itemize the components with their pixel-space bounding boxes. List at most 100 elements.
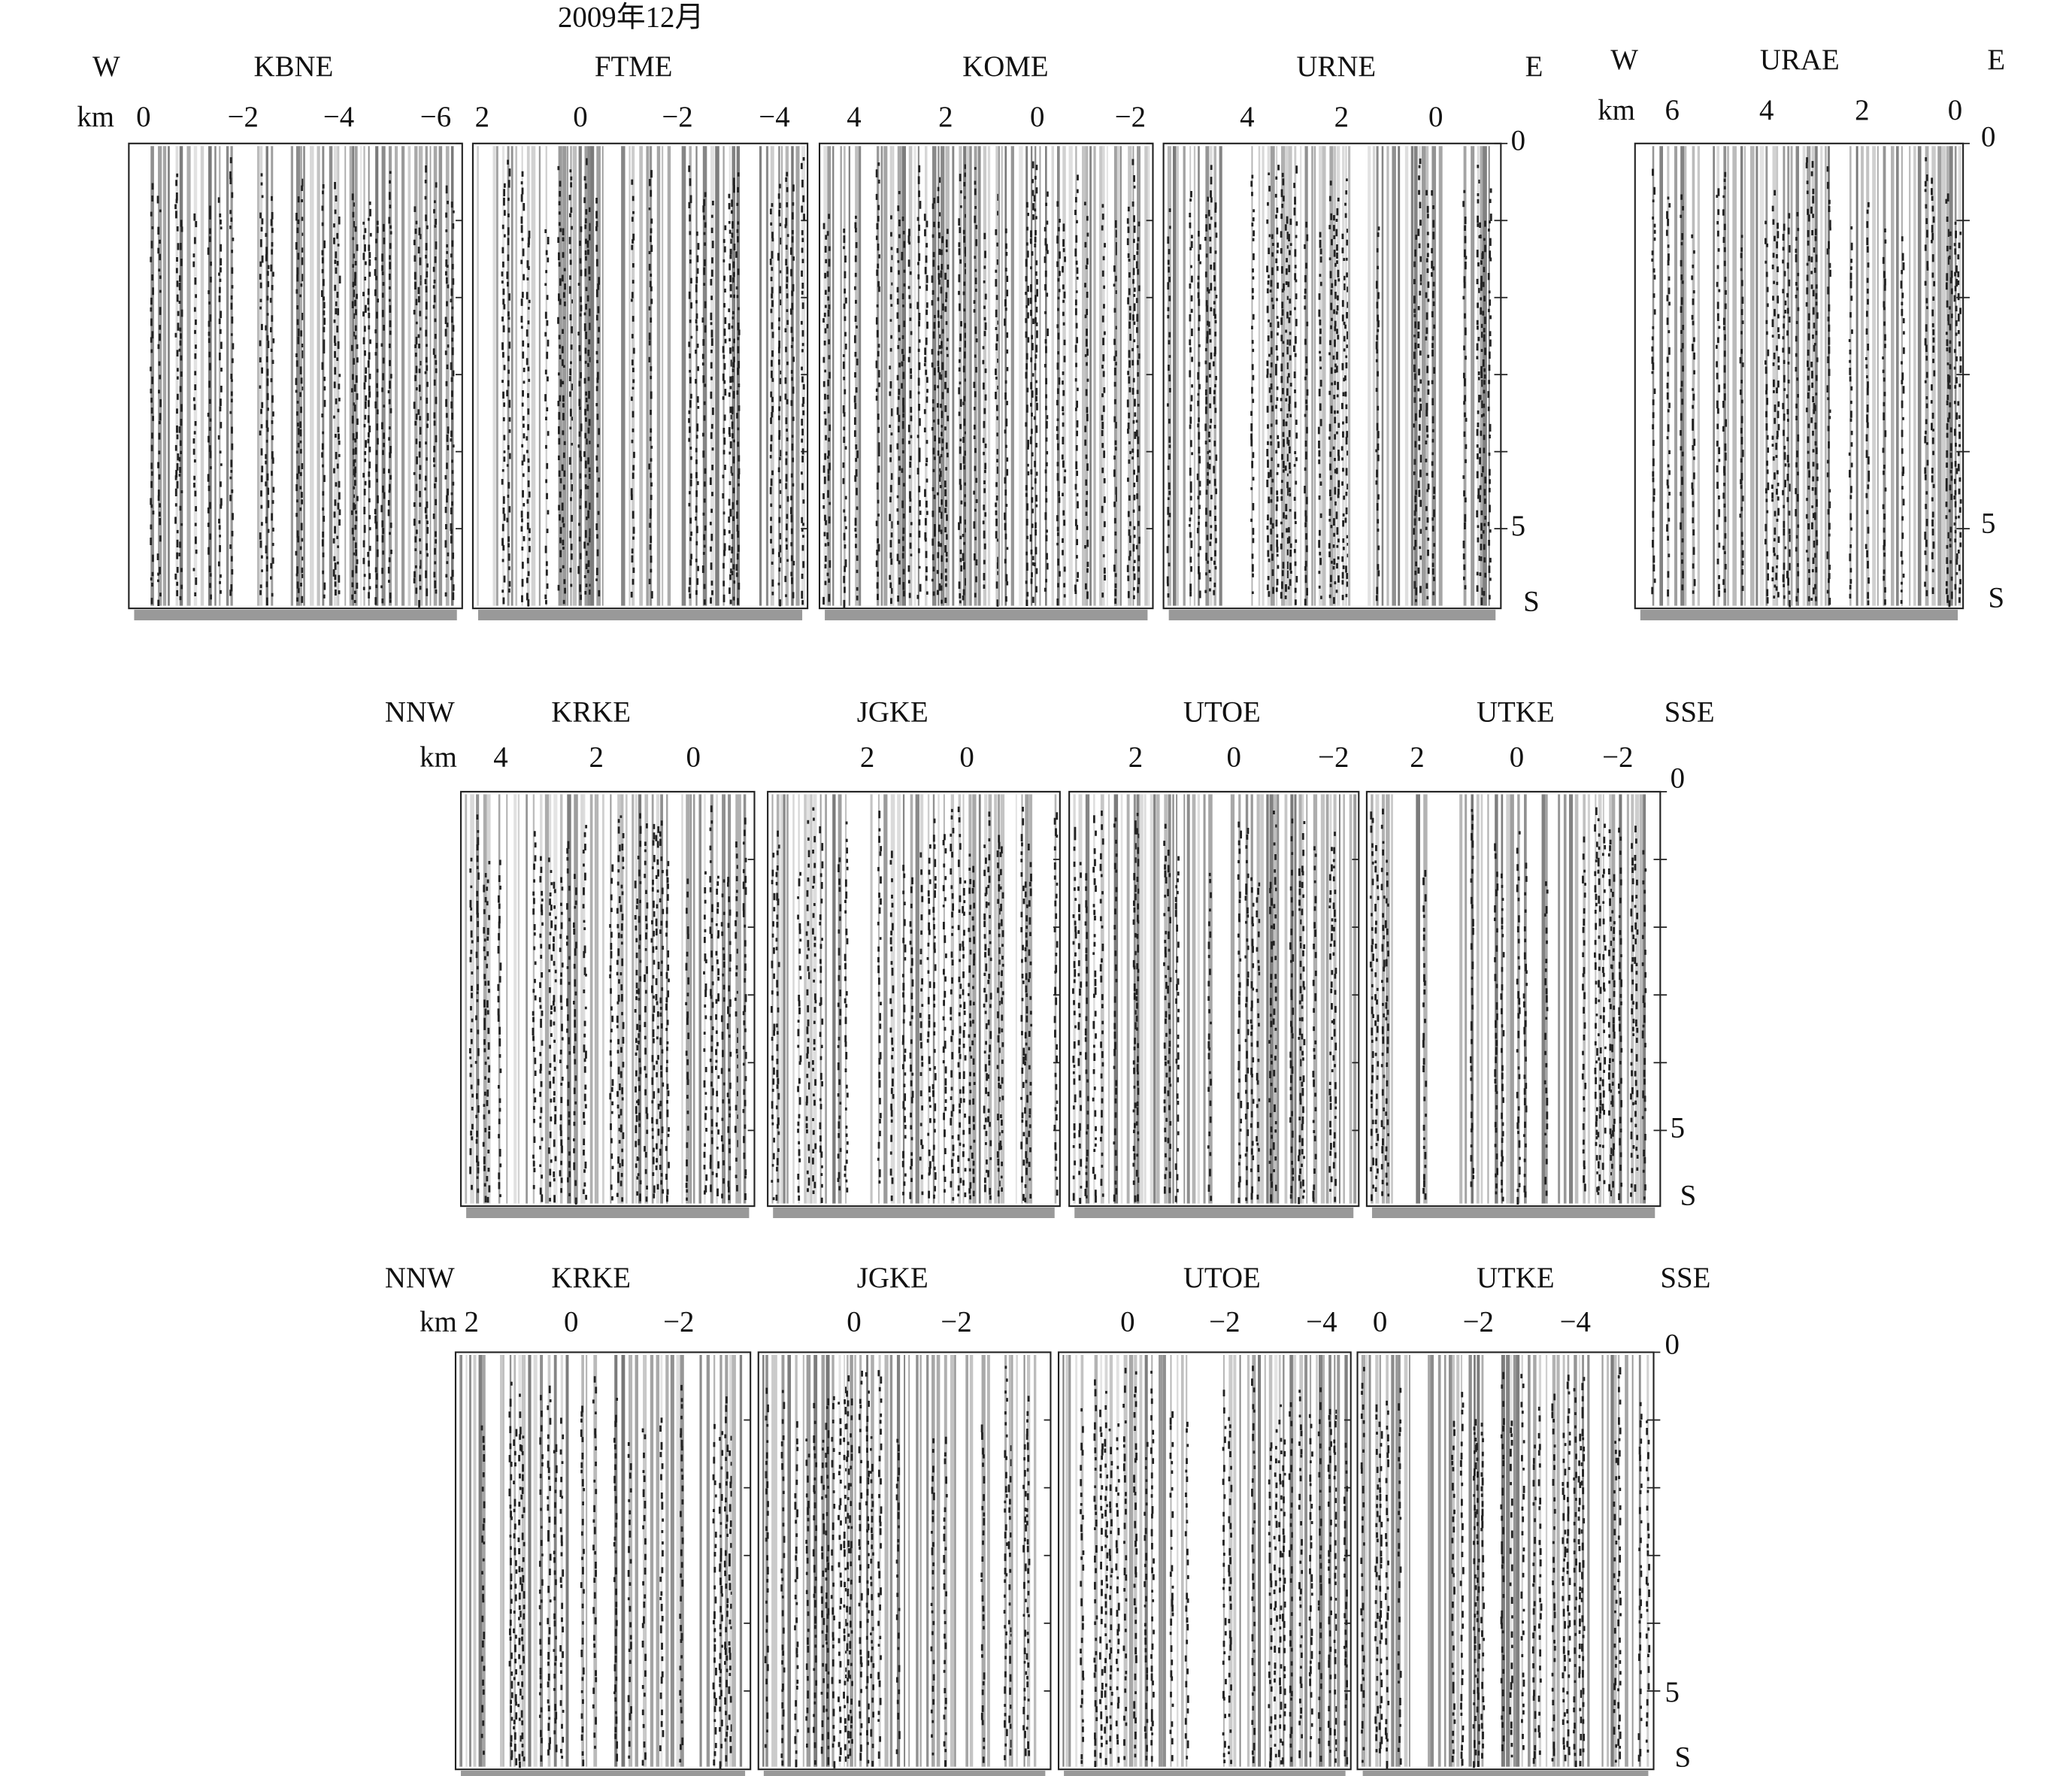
trace-band — [625, 794, 628, 1204]
trace-band — [1183, 794, 1186, 1204]
trace-band — [1260, 794, 1264, 1204]
distance-tick-label: −4 — [1306, 1305, 1337, 1338]
trace-band — [892, 146, 895, 606]
trace-band — [847, 1354, 849, 1767]
trace-wiggle — [1007, 1445, 1013, 1756]
trace-band — [1304, 146, 1308, 606]
trace-band — [445, 146, 450, 606]
trace-band — [518, 1354, 521, 1767]
trace-band — [778, 146, 780, 606]
trace-wiggle — [178, 220, 183, 601]
trace-band — [1361, 1354, 1365, 1767]
trace-wiggle — [1174, 856, 1180, 1202]
trace-band — [859, 146, 862, 606]
time-tick-label: 5 — [1981, 508, 1995, 540]
trace-wiggle — [826, 214, 832, 602]
trace-wiggle — [1080, 1408, 1085, 1764]
trace-wiggle — [1024, 881, 1028, 1202]
trace-band — [945, 146, 950, 606]
trace-wiggle — [387, 171, 392, 603]
trace-wiggle — [1637, 1402, 1643, 1762]
trace-band — [333, 146, 338, 606]
trace-band — [1896, 146, 1899, 606]
trace-wiggle — [619, 815, 625, 1202]
trace-band — [732, 1354, 736, 1767]
trace-band — [1062, 1354, 1065, 1767]
distance-tick-label: 4 — [1759, 94, 1774, 126]
trace-wiggle — [1317, 1387, 1322, 1762]
trace-band — [1872, 146, 1876, 606]
trace-wiggle — [520, 171, 526, 602]
trace-band — [1574, 794, 1579, 1204]
trace-band — [567, 146, 568, 606]
trace-wiggle — [819, 826, 824, 1204]
trace-band — [1136, 794, 1141, 1204]
trace-wiggle — [336, 216, 341, 595]
trace-band — [1937, 146, 1942, 606]
trace-band — [667, 146, 671, 606]
trace-band — [1116, 1354, 1119, 1767]
trace-band — [908, 1354, 910, 1767]
trace-band — [502, 1354, 504, 1767]
trace-wiggle — [1848, 226, 1853, 599]
trace-band — [1139, 1354, 1143, 1767]
trace-wiggle — [1266, 172, 1271, 597]
trace-band — [478, 1354, 483, 1767]
trace-wiggle — [999, 846, 1004, 1192]
trace-wiggle — [1924, 157, 1929, 596]
time-tick-label: 0 — [1511, 125, 1525, 157]
trace-band — [759, 146, 762, 606]
trace-wiggle — [1882, 228, 1887, 605]
trace-band — [1034, 146, 1037, 606]
trace-wiggle — [582, 825, 588, 1200]
trace-band — [1913, 146, 1916, 606]
panel-footer — [1362, 1770, 1649, 1776]
trace-band — [1368, 146, 1371, 606]
trace-band — [704, 794, 706, 1204]
trace-band — [1075, 146, 1077, 606]
trace-band — [1618, 1354, 1620, 1767]
trace-wiggle — [1601, 823, 1607, 1184]
trace-wiggle — [295, 196, 300, 602]
trace-wiggle — [1566, 1374, 1571, 1756]
distance-tick-label: 0 — [1510, 741, 1524, 773]
trace-band — [1284, 794, 1288, 1204]
trace-band — [1646, 1354, 1649, 1767]
trace-wiggle — [709, 200, 714, 604]
trace-band — [1288, 146, 1292, 606]
station-name: FTME — [595, 50, 673, 83]
trace-band — [838, 794, 842, 1204]
distance-tick-label: −2 — [1602, 741, 1633, 773]
trace-wiggle — [1537, 1406, 1543, 1755]
trace-wiggle — [353, 226, 359, 604]
trace-wiggle — [1332, 832, 1337, 1202]
trace-band — [589, 794, 593, 1204]
trace-wiggle — [877, 811, 883, 1184]
trace-band — [916, 1354, 919, 1767]
trace-band — [1958, 146, 1962, 606]
seismic-panel: KRKE 2 0 −2 — [454, 1262, 752, 1776]
trace-band — [1144, 1354, 1148, 1767]
trace-band — [1631, 1354, 1634, 1767]
trace-wiggle — [1765, 220, 1770, 604]
station-name: URAE — [1760, 44, 1840, 76]
panel-frame — [471, 142, 809, 610]
station-name: UTKE — [1477, 1262, 1555, 1294]
trace-wiggle — [1333, 1409, 1338, 1763]
trace-band — [983, 146, 987, 606]
trace-band — [465, 794, 468, 1204]
trace-band — [1314, 146, 1316, 606]
trace-band — [1176, 146, 1179, 606]
trace-band — [1073, 794, 1076, 1204]
distance-tick-label: −2 — [1318, 741, 1349, 773]
trace-wiggle — [1775, 223, 1780, 598]
trace-band — [1533, 1354, 1537, 1767]
trace-wiggle — [909, 877, 914, 1199]
trace-band — [1320, 794, 1325, 1204]
trace-band — [1011, 1354, 1013, 1767]
trace-band — [643, 1354, 647, 1767]
trace-band — [1587, 1354, 1590, 1767]
trace-band — [310, 146, 314, 606]
trace-wiggle — [822, 223, 828, 605]
trace-band — [1471, 794, 1474, 1204]
